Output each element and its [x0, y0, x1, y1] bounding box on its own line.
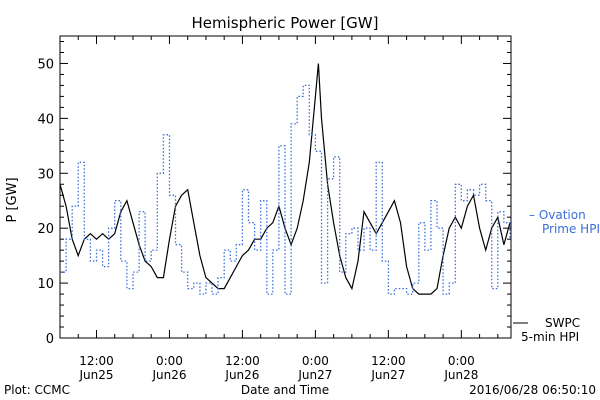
y-tick-label: 50 — [37, 57, 54, 72]
series-swpc-line — [59, 63, 511, 295]
x-tick-label-time: 12:00 — [79, 354, 114, 368]
x-tick-label-time: 0:00 — [156, 354, 183, 368]
x-tick-label-time: 0:00 — [448, 354, 475, 368]
x-tick-label-date: Jun27 — [297, 368, 332, 382]
series-ovation-line — [60, 84, 511, 295]
y-tick-label: 0 — [46, 332, 54, 347]
y-tick-label: 30 — [37, 167, 54, 182]
y-tick-label: 10 — [37, 277, 54, 292]
chart-title: Hemispheric Power [GW] — [192, 14, 379, 32]
x-tick-label-time: 0:00 — [302, 354, 329, 368]
plot-area: 0102030405012:00Jun250:00Jun2612:00Jun26… — [37, 35, 512, 382]
y-tick-label: 20 — [37, 222, 54, 237]
y-axis-label-text: P [GW] — [5, 177, 20, 222]
x-tick-label-date: Jun28 — [443, 368, 478, 382]
x-tick-label-date: Jun26 — [224, 368, 259, 382]
y-tick-label: 40 — [37, 112, 54, 127]
footer-timestamp: 2016/06/28 06:50:10 — [469, 383, 596, 397]
y-axis-label: P [GW] — [5, 177, 20, 222]
legend-ovation-line1: – Ovation — [529, 208, 586, 222]
plot-frame — [59, 35, 512, 339]
x-tick-label-time: 12:00 — [225, 354, 260, 368]
legend-ovation-line2: Prime HPI — [542, 222, 600, 236]
footer-plot-credit: Plot: CCMC — [4, 383, 70, 397]
legend-swpc-line2: 5-min HPI — [521, 330, 579, 344]
x-tick-label-time: 12:00 — [371, 354, 406, 368]
x-tick-label-date: Jun25 — [78, 368, 113, 382]
legend-swpc-line1: SWPC — [545, 316, 580, 330]
x-tick-label-date: Jun26 — [151, 368, 186, 382]
legend: – Ovation Prime HPI SWPC 5-min HPI — [513, 208, 600, 344]
x-tick-label-date: Jun27 — [370, 368, 405, 382]
x-axis-label: Date and Time — [241, 383, 329, 397]
